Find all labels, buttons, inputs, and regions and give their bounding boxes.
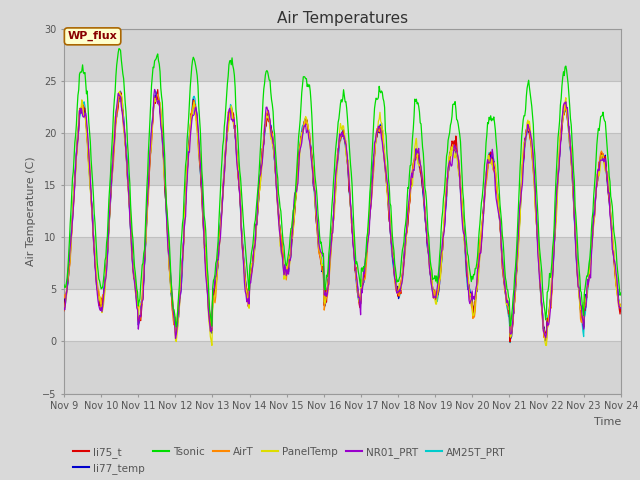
Title: Air Temperatures: Air Temperatures	[277, 11, 408, 26]
Bar	[64, 237, 621, 289]
X-axis label: Time: Time	[593, 417, 621, 427]
Bar	[64, 341, 621, 394]
Y-axis label: Air Temperature (C): Air Temperature (C)	[26, 156, 36, 266]
Legend: li75_t, li77_temp, Tsonic, AirT, PanelTemp, NR01_PRT, AM25T_PRT: li75_t, li77_temp, Tsonic, AirT, PanelTe…	[69, 443, 509, 478]
Bar	[64, 29, 621, 81]
Bar	[64, 289, 621, 341]
Bar	[64, 185, 621, 237]
Bar	[64, 133, 621, 185]
Bar	[64, 81, 621, 133]
Text: WP_flux: WP_flux	[68, 31, 118, 41]
